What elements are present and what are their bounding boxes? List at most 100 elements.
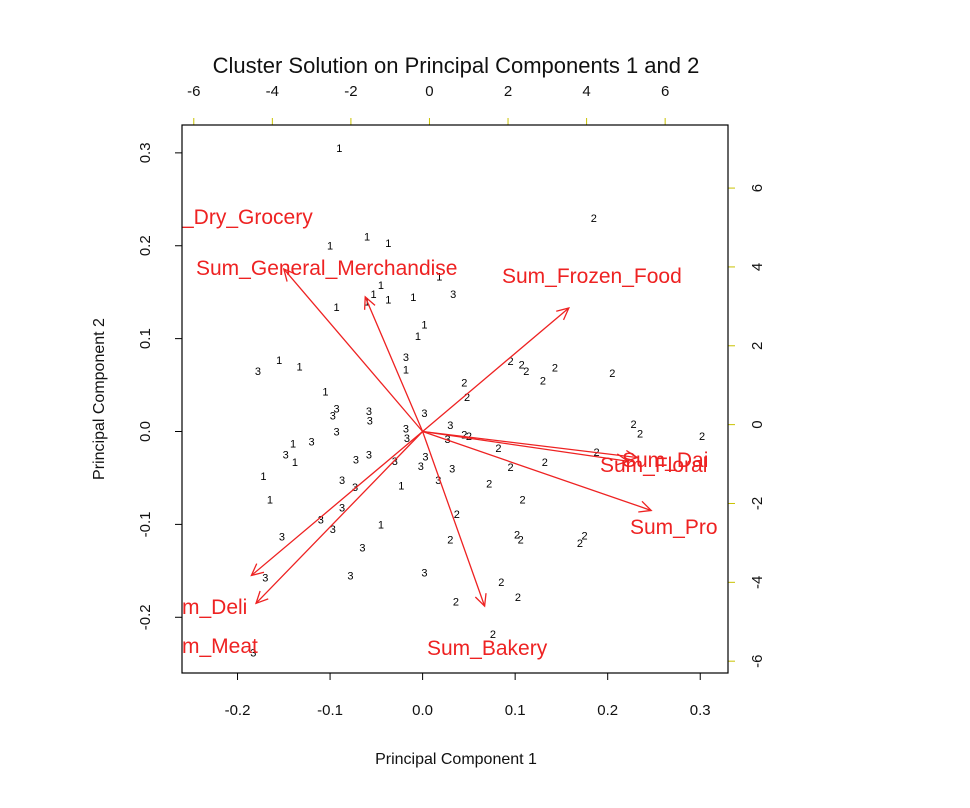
cluster-point: 3 bbox=[339, 475, 345, 487]
loading-label: Sum_Bakery bbox=[427, 637, 548, 660]
loading-arrow bbox=[422, 430, 629, 462]
top-tick-label: 6 bbox=[661, 83, 669, 100]
cluster-point: 3 bbox=[366, 450, 372, 462]
cluster-point: 3 bbox=[262, 572, 268, 584]
cluster-point: 3 bbox=[308, 437, 314, 449]
cluster-point: 2 bbox=[591, 213, 597, 225]
loading-arrow bbox=[422, 430, 652, 512]
cluster-point: 2 bbox=[552, 362, 558, 374]
cluster-point: 1 bbox=[415, 331, 421, 343]
y-axis-label: Principal Component 2 bbox=[91, 318, 108, 480]
right-axis: -6 -4 -2 0 2 4 6 bbox=[728, 184, 766, 668]
cluster-point: 1 bbox=[398, 480, 404, 492]
cluster-point: 1 bbox=[403, 364, 409, 376]
loading-arrow bbox=[364, 296, 424, 432]
loading-arrowhead bbox=[615, 453, 630, 466]
loading-arrow bbox=[283, 268, 424, 432]
cluster-point: 2 bbox=[609, 368, 615, 380]
cluster-point: 2 bbox=[447, 534, 453, 546]
x-tick-label: 0.3 bbox=[690, 702, 711, 719]
loading-arrowhead bbox=[282, 267, 296, 282]
cluster-point: 3 bbox=[347, 570, 353, 582]
right-tick-label: 6 bbox=[749, 184, 766, 192]
cluster-point: 1 bbox=[385, 295, 391, 307]
loading-label: _Dry_Grocery bbox=[181, 206, 313, 229]
cluster-point: 3 bbox=[418, 461, 424, 473]
cluster-point: 3 bbox=[255, 366, 261, 378]
cluster-point: 3 bbox=[333, 427, 339, 439]
cluster-point: 2 bbox=[495, 443, 501, 455]
top-tick-label: 4 bbox=[582, 83, 590, 100]
loading-arrowhead bbox=[250, 563, 265, 577]
right-tick-label: -4 bbox=[749, 576, 766, 589]
right-tick-label: 0 bbox=[749, 420, 766, 428]
cluster-point: 1 bbox=[327, 241, 333, 253]
cluster-point: 2 bbox=[540, 375, 546, 387]
cluster-point: 3 bbox=[403, 424, 409, 436]
loading-arrowhead bbox=[638, 500, 653, 513]
loading-arrowhead bbox=[624, 449, 639, 463]
y-tick-label: 0.2 bbox=[137, 235, 154, 256]
x-tick-label: -0.2 bbox=[225, 702, 251, 719]
cluster-point: 3 bbox=[339, 503, 345, 515]
cluster-point: 3 bbox=[359, 543, 365, 555]
cluster-point: 2 bbox=[515, 592, 521, 604]
cluster-point: 1 bbox=[322, 387, 328, 399]
top-tick-label: -2 bbox=[344, 83, 357, 100]
top-tick-label: 2 bbox=[504, 83, 512, 100]
right-tick-label: -6 bbox=[749, 655, 766, 668]
y-tick-label: 0.0 bbox=[137, 421, 154, 442]
cluster-point: 1 bbox=[364, 231, 370, 243]
cluster-point: 3 bbox=[283, 450, 289, 462]
cluster-point: 2 bbox=[519, 494, 525, 506]
loading-label: Sum_Floral bbox=[600, 454, 707, 477]
y-axis: -0.2 -0.1 0.0 0.1 0.2 0.3 bbox=[137, 142, 182, 630]
cluster-point: 3 bbox=[392, 456, 398, 468]
loading-label: m_Meat bbox=[182, 635, 258, 658]
cluster-point: 3 bbox=[333, 403, 339, 415]
cluster-point: 2 bbox=[514, 530, 520, 542]
cluster-point: 3 bbox=[450, 289, 456, 301]
cluster-point: 2 bbox=[699, 431, 705, 443]
cluster-point: 1 bbox=[296, 361, 302, 373]
right-tick-label: -2 bbox=[749, 497, 766, 510]
loadings-layer: _Dry_Grocery Sum_General_Merchandise Sum_F… bbox=[181, 206, 718, 660]
cluster-point: 1 bbox=[371, 289, 377, 301]
chart-title: Cluster Solution on Principal Components… bbox=[213, 53, 700, 78]
cluster-point: 3 bbox=[447, 420, 453, 432]
cluster-point: 2 bbox=[464, 392, 470, 404]
loading-label: m_Deli bbox=[182, 596, 247, 619]
cluster-point: 1 bbox=[436, 271, 442, 283]
cluster-point: 1 bbox=[410, 292, 416, 304]
cluster-point: 3 bbox=[404, 433, 410, 445]
x-tick-label: -0.1 bbox=[317, 702, 343, 719]
cluster-point: 2 bbox=[518, 534, 524, 546]
cluster-point: 1 bbox=[260, 471, 266, 483]
cluster-point: 1 bbox=[336, 143, 342, 155]
cluster-point: 3 bbox=[403, 352, 409, 364]
loading-arrowhead bbox=[474, 593, 487, 608]
loading-arrow bbox=[422, 430, 638, 459]
right-tick-label: 4 bbox=[749, 263, 766, 271]
loading-label: Sum_Frozen_Food bbox=[502, 265, 682, 288]
loading-arrow bbox=[422, 307, 570, 433]
right-tick-label: 2 bbox=[749, 342, 766, 350]
top-axis: -6 -4 -2 0 2 4 6 bbox=[187, 83, 669, 125]
cluster-point: 3 bbox=[449, 464, 455, 476]
top-tick-label: -4 bbox=[266, 83, 279, 100]
y-tick-label: 0.3 bbox=[137, 142, 154, 163]
loading-label: Sum_Dai bbox=[622, 449, 708, 472]
cluster-point: 2 bbox=[581, 531, 587, 543]
loading-arrowhead bbox=[363, 295, 376, 310]
loading-label: Sum_General_Merchandise bbox=[196, 257, 457, 280]
cluster-point: 3 bbox=[366, 406, 372, 418]
x-tick-label: 0.2 bbox=[597, 702, 618, 719]
cluster-point: 1 bbox=[333, 302, 339, 314]
cluster-point: 1 bbox=[421, 320, 427, 332]
top-tick-label: -6 bbox=[187, 83, 200, 100]
cluster-point: 1 bbox=[378, 519, 384, 531]
cluster-point: 2 bbox=[498, 577, 504, 589]
cluster-point: 1 bbox=[292, 457, 298, 469]
y-tick-label: -0.2 bbox=[137, 604, 154, 630]
cluster-point: 2 bbox=[490, 629, 496, 641]
